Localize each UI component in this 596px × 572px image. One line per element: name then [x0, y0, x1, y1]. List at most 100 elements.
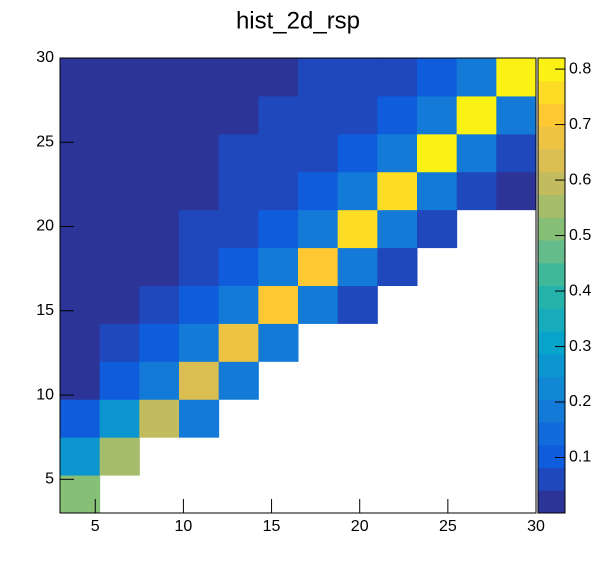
- colorbar-band: [538, 58, 565, 82]
- cell: [218, 247, 259, 286]
- y-tick-label: 10: [36, 386, 54, 403]
- z-tick-label: 0.2: [569, 393, 591, 410]
- cell: [99, 133, 140, 173]
- cell: [377, 133, 418, 173]
- z-tick-label: 0.1: [569, 449, 591, 466]
- cell: [139, 95, 180, 135]
- x-tick-label: 10: [175, 518, 193, 535]
- cell: [218, 133, 259, 173]
- cell: [337, 133, 378, 173]
- z-tick-label: 0.5: [569, 227, 591, 244]
- y-tick-label: 15: [36, 302, 54, 319]
- cell: [60, 133, 101, 173]
- z-tick-label: 0.4: [569, 282, 591, 299]
- x-tick-label: 20: [351, 518, 369, 535]
- cell: [99, 209, 140, 249]
- cell: [99, 437, 140, 476]
- cell: [218, 323, 259, 362]
- cell: [60, 361, 101, 400]
- y-tick-label: 5: [45, 471, 54, 488]
- cell: [258, 247, 299, 286]
- cell: [99, 171, 140, 211]
- colorbar-band: [538, 80, 565, 104]
- cell: [218, 171, 259, 211]
- cell: [337, 209, 378, 249]
- cell: [417, 95, 458, 135]
- colorbar-band: [538, 103, 565, 127]
- cell: [139, 361, 180, 400]
- colorbar-band: [538, 331, 565, 355]
- cell: [99, 58, 140, 97]
- y-tick-label: 20: [36, 218, 54, 235]
- cell: [179, 323, 220, 362]
- cell: [179, 361, 220, 400]
- cell: [218, 361, 259, 400]
- cell: [60, 95, 101, 135]
- cell: [417, 58, 458, 97]
- colorbar-band: [538, 285, 565, 309]
- cell: [298, 247, 339, 286]
- cell: [60, 475, 101, 514]
- cell: [139, 209, 180, 249]
- x-tick-label: 25: [439, 518, 457, 535]
- cell: [60, 171, 101, 211]
- cell: [337, 247, 378, 286]
- colorbar-band: [538, 149, 565, 173]
- colorbar-band: [538, 171, 565, 195]
- colorbar-band: [538, 467, 565, 491]
- cell: [298, 171, 339, 211]
- z-tick-label: 0.7: [569, 116, 591, 133]
- cell: [258, 95, 299, 135]
- cell: [139, 58, 180, 97]
- cell: [60, 323, 101, 362]
- cell: [179, 58, 220, 97]
- cell: [377, 95, 418, 135]
- z-tick-label: 0.6: [569, 171, 591, 188]
- cell: [179, 171, 220, 211]
- y-tick-label: 25: [36, 133, 54, 150]
- cell: [417, 209, 458, 249]
- cell: [298, 209, 339, 249]
- colorbar-frame: [537, 57, 566, 514]
- cell: [496, 95, 537, 135]
- cell: [377, 209, 418, 249]
- y-tick-label: 30: [36, 49, 54, 66]
- cell: [218, 209, 259, 249]
- plot-frame: [59, 57, 537, 514]
- cell: [377, 171, 418, 211]
- cell: [99, 323, 140, 362]
- cell: [298, 133, 339, 173]
- colorbar-band: [538, 353, 565, 377]
- cell: [377, 247, 418, 286]
- cell: [298, 95, 339, 135]
- cell: [417, 171, 458, 211]
- x-tick-label: 30: [527, 518, 545, 535]
- colorbar-band: [538, 308, 565, 332]
- colorbar-band: [538, 217, 565, 241]
- cell: [99, 247, 140, 286]
- cell: [456, 58, 497, 97]
- cell: [258, 209, 299, 249]
- cell: [60, 209, 101, 249]
- cell: [139, 399, 180, 438]
- cell: [456, 133, 497, 173]
- colorbar-band: [538, 399, 565, 423]
- cell: [99, 285, 140, 324]
- cell: [60, 285, 101, 324]
- cell: [496, 133, 537, 173]
- cell: [258, 133, 299, 173]
- cell: [60, 58, 101, 97]
- cell: [99, 95, 140, 135]
- cell: [337, 95, 378, 135]
- cell: [496, 58, 537, 97]
- cell: [139, 133, 180, 173]
- cell: [60, 437, 101, 476]
- colorbar-band: [538, 444, 565, 468]
- cell: [456, 95, 497, 135]
- cell: [218, 95, 259, 135]
- x-tick-label: 5: [91, 518, 100, 535]
- colorbar-band: [538, 240, 565, 264]
- x-tick-label: 15: [263, 518, 281, 535]
- cell: [298, 58, 339, 97]
- cell: [139, 171, 180, 211]
